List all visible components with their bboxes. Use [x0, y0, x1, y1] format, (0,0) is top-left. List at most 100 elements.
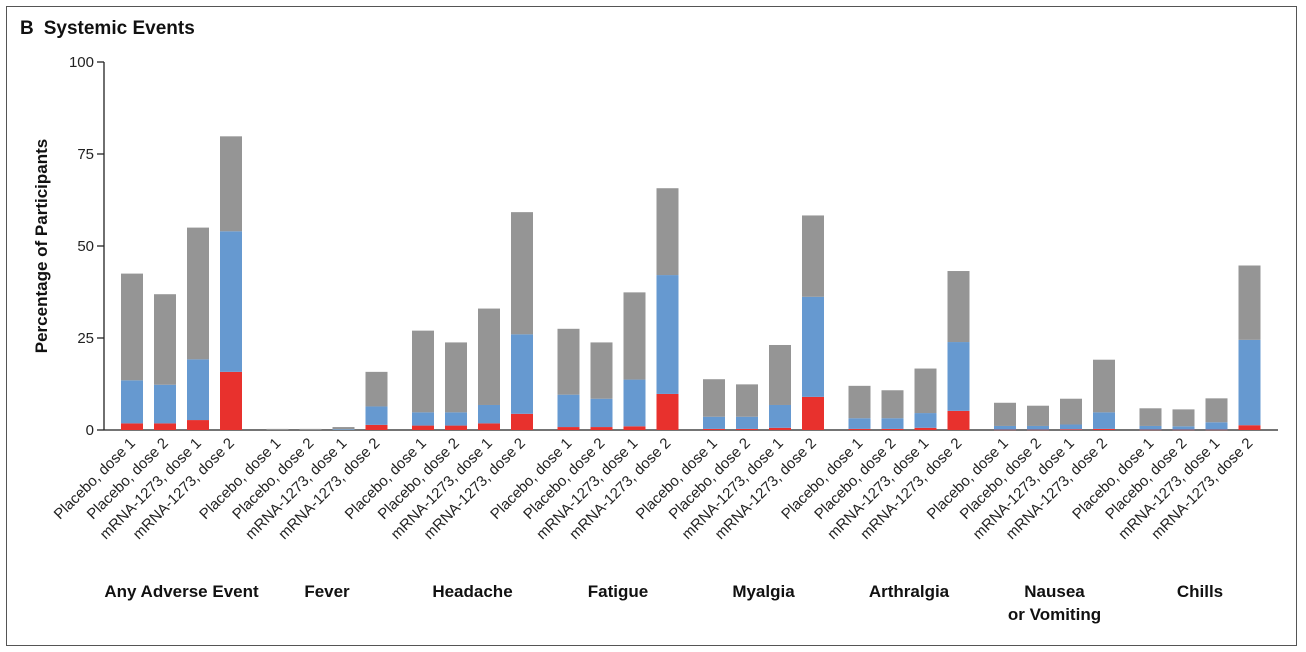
bar-segment-grade3: [511, 413, 533, 430]
bar-segment-grade2: [445, 412, 467, 426]
bar-segment-grade2: [121, 380, 143, 424]
group-label: or Vomiting: [1008, 605, 1101, 624]
bar-segment-grade3: [703, 428, 725, 430]
group-label: Headache: [432, 582, 512, 601]
panel-letter: B: [20, 18, 34, 39]
bar-segment-grade2: [365, 406, 388, 425]
bar-segment-grade3: [914, 427, 937, 430]
y-axis-title: Percentage of Participants: [32, 139, 51, 353]
bar-segment-grade3: [121, 423, 143, 430]
bar-segment-grade1: [703, 379, 725, 417]
bar-segment-grade2: [1139, 425, 1162, 430]
bar-segment-grade1: [511, 212, 533, 335]
bar-segment-grade3: [848, 428, 871, 430]
bar-segment-grade1: [299, 428, 322, 430]
bar-segment-grade3: [656, 393, 679, 430]
bar-segment-grade1: [769, 344, 791, 405]
bar-segment-grade2: [736, 416, 758, 429]
bar-segment-grade1: [478, 308, 500, 405]
bar-segment-grade2: [656, 275, 679, 394]
bar-segment-grade2: [1238, 339, 1261, 426]
panel-title: B Systemic Events: [20, 18, 195, 40]
bar-segment-grade1: [1027, 405, 1049, 426]
bar-segment-grade1: [445, 342, 467, 413]
bar-segment-grade1: [1060, 398, 1082, 425]
group-label: Chills: [1177, 582, 1223, 601]
group-label: Fever: [304, 582, 350, 601]
bar-segment-grade2: [154, 384, 176, 424]
bar-segment-grade2: [1172, 426, 1195, 430]
bar-segment-grade2: [1093, 412, 1115, 429]
bar-segment-grade2: [994, 425, 1016, 430]
bar-segment-grade1: [1205, 398, 1228, 423]
bar-segment-grade1: [590, 342, 613, 399]
bar-segment-grade3: [1093, 428, 1115, 430]
y-tick-label: 0: [86, 422, 94, 439]
bar-segment-grade3: [154, 423, 176, 430]
bar-segment-grade1: [736, 384, 758, 417]
panel-title-text: Systemic Events: [43, 18, 195, 39]
bar-segment-grade2: [332, 429, 355, 430]
bar-segment-grade1: [121, 273, 143, 381]
bar-segment-grade1: [881, 390, 904, 419]
bar-segment-grade3: [557, 427, 580, 430]
bar-segment-grade2: [848, 418, 871, 429]
bar-segment-grade1: [623, 292, 646, 380]
bar-segment-grade2: [220, 231, 242, 372]
figure-frame: [6, 6, 1297, 646]
bar-segment-grade2: [881, 418, 904, 429]
bar-segment-grade3: [1172, 429, 1195, 431]
bar-segment-grade3: [1060, 429, 1082, 430]
bar-segment-grade2: [802, 296, 824, 397]
bar-segment-grade2: [590, 398, 613, 428]
bar-segment-grade2: [1205, 422, 1228, 430]
bar-segment-grade2: [703, 416, 725, 429]
bar-segment-grade2: [914, 413, 937, 428]
bar-segment-grade3: [445, 425, 467, 430]
bar-segment-grade1: [1172, 409, 1195, 427]
bar-segment-grade2: [187, 359, 209, 421]
bar-segment-grade2: [1060, 424, 1082, 430]
bar-segment-grade3: [590, 427, 613, 430]
bar-segment-grade2: [511, 334, 533, 414]
bar-segment-grade3: [881, 428, 904, 430]
bar-segment-grade1: [557, 328, 580, 395]
y-tick-label: 100: [69, 54, 94, 71]
bar-segment-grade1: [154, 294, 176, 385]
group-label: Any Adverse Event: [104, 582, 259, 601]
group-label: Fatigue: [588, 582, 648, 601]
bar-segment-grade1: [848, 385, 871, 419]
bar-segment-grade3: [1205, 429, 1228, 431]
bar-segment-grade3: [1139, 429, 1162, 431]
bar-segment-grade3: [769, 427, 791, 430]
bar-segment-grade3: [412, 425, 434, 430]
y-tick-label: 50: [77, 238, 94, 255]
y-tick-label: 25: [77, 330, 94, 347]
bar-segment-grade1: [1093, 359, 1115, 413]
bar-segment-grade2: [412, 412, 434, 426]
bar-segment-grade3: [802, 396, 824, 430]
group-label: Arthralgia: [869, 582, 950, 601]
bar-segment-grade1: [220, 136, 242, 232]
bar-segment-grade1: [365, 371, 388, 407]
bar-segment-grade1: [802, 215, 824, 297]
bar-segment-grade3: [994, 429, 1016, 431]
bar-segment-grade1: [1139, 408, 1162, 426]
bar-segment-grade3: [623, 426, 646, 430]
bar-segment-grade2: [1027, 425, 1049, 430]
bar-segment-grade1: [914, 368, 937, 414]
group-label: Nausea: [1024, 582, 1085, 601]
bar-segment-grade1: [1238, 265, 1261, 340]
bar-segment-grade2: [947, 342, 970, 411]
bar-segment-grade2: [557, 394, 580, 428]
bar-segment-grade2: [769, 404, 791, 428]
bar-segment-grade1: [994, 402, 1016, 426]
bar-segment-grade3: [736, 428, 758, 430]
y-tick-label: 75: [77, 146, 94, 163]
bar-segment-grade3: [220, 371, 242, 430]
bar-segment-grade1: [266, 428, 289, 430]
bar-segment-grade2: [623, 379, 646, 427]
bar-segment-grade3: [1027, 429, 1049, 431]
bar-segment-grade3: [947, 410, 970, 430]
